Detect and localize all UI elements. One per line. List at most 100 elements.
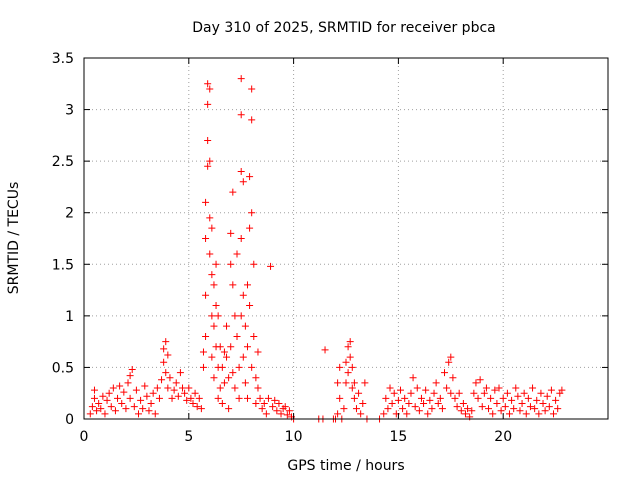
data-point <box>243 281 251 289</box>
data-point <box>271 396 279 404</box>
data-point <box>160 358 168 366</box>
data-point <box>204 162 212 170</box>
data-point <box>334 379 342 387</box>
data-point <box>208 353 216 361</box>
data-point <box>246 302 254 310</box>
data-point <box>199 348 207 356</box>
data-point <box>216 343 224 351</box>
data-point <box>90 394 98 402</box>
data-point <box>547 386 555 394</box>
data-point <box>212 260 220 268</box>
data-point <box>413 384 421 392</box>
data-point <box>520 389 528 397</box>
data-point <box>210 374 218 382</box>
chart-title: Day 310 of 2025, SRMTID for receiver pbc… <box>192 20 495 36</box>
data-point <box>248 363 256 371</box>
data-point <box>340 405 348 413</box>
data-point <box>132 386 140 394</box>
data-point <box>464 405 472 413</box>
data-point <box>202 235 210 242</box>
data-point <box>128 365 136 373</box>
data-point <box>202 198 210 206</box>
data-point <box>401 394 409 402</box>
data-point <box>382 394 390 402</box>
data-point <box>487 394 495 402</box>
data-point <box>95 400 103 408</box>
data-point <box>233 250 241 258</box>
data-point <box>493 400 501 408</box>
y-tick-label: 3 <box>65 103 74 119</box>
data-point <box>166 374 174 382</box>
data-point <box>252 400 260 408</box>
data-point <box>126 394 134 402</box>
data-point <box>394 396 402 404</box>
data-point <box>237 111 245 119</box>
x-tick-label: 0 <box>80 429 89 445</box>
data-point <box>342 379 350 387</box>
plot-frame <box>83 57 609 420</box>
data-point <box>218 363 226 371</box>
data-point <box>237 312 245 320</box>
data-point <box>470 389 478 397</box>
data-point <box>550 410 558 418</box>
data-point <box>176 369 184 377</box>
data-point <box>116 382 124 390</box>
data-point <box>522 410 530 418</box>
data-point <box>468 407 476 415</box>
data-point <box>172 379 180 387</box>
data-point <box>145 407 153 415</box>
data-point <box>537 389 545 397</box>
data-point <box>93 407 101 415</box>
data-point <box>206 85 214 93</box>
data-point <box>501 403 509 411</box>
data-point <box>447 389 455 397</box>
data-point <box>269 403 277 411</box>
data-point <box>407 389 415 397</box>
data-point <box>350 379 358 387</box>
data-point <box>193 403 201 411</box>
data-point <box>497 407 505 415</box>
data-point <box>539 400 547 408</box>
data-point <box>461 410 469 418</box>
data-point <box>239 291 247 299</box>
data-point <box>124 379 132 387</box>
data-point <box>386 384 394 392</box>
x-tick-labels: 0 5 10 15 20 <box>80 429 513 445</box>
data-point <box>130 403 138 411</box>
data-point <box>243 394 251 402</box>
data-point <box>174 392 182 400</box>
data-point <box>227 343 235 351</box>
data-point <box>545 403 553 411</box>
data-point <box>256 394 264 402</box>
data-point <box>235 394 243 402</box>
data-point <box>524 394 532 402</box>
grid-lines <box>84 58 608 419</box>
data-point <box>229 281 237 289</box>
data-point <box>143 392 151 400</box>
data-point <box>405 400 413 408</box>
data-point <box>187 394 195 402</box>
data-point <box>480 389 488 397</box>
data-point <box>344 369 352 377</box>
data-point <box>552 396 560 404</box>
data-point <box>459 400 467 408</box>
data-point <box>411 403 419 411</box>
data-point <box>223 353 231 361</box>
data-point <box>239 178 247 186</box>
x-tick-label: 20 <box>494 429 512 445</box>
data-point <box>109 384 117 392</box>
data-point <box>155 394 163 402</box>
data-point <box>277 410 285 418</box>
data-point <box>508 396 516 404</box>
data-point <box>512 384 520 392</box>
data-point <box>252 374 260 382</box>
data-point <box>359 400 367 408</box>
data-point <box>336 394 344 402</box>
data-point <box>399 405 407 413</box>
data-point <box>197 405 205 413</box>
data-point <box>516 407 524 415</box>
data-point <box>214 394 222 402</box>
data-point <box>101 410 109 418</box>
data-point <box>258 405 266 413</box>
